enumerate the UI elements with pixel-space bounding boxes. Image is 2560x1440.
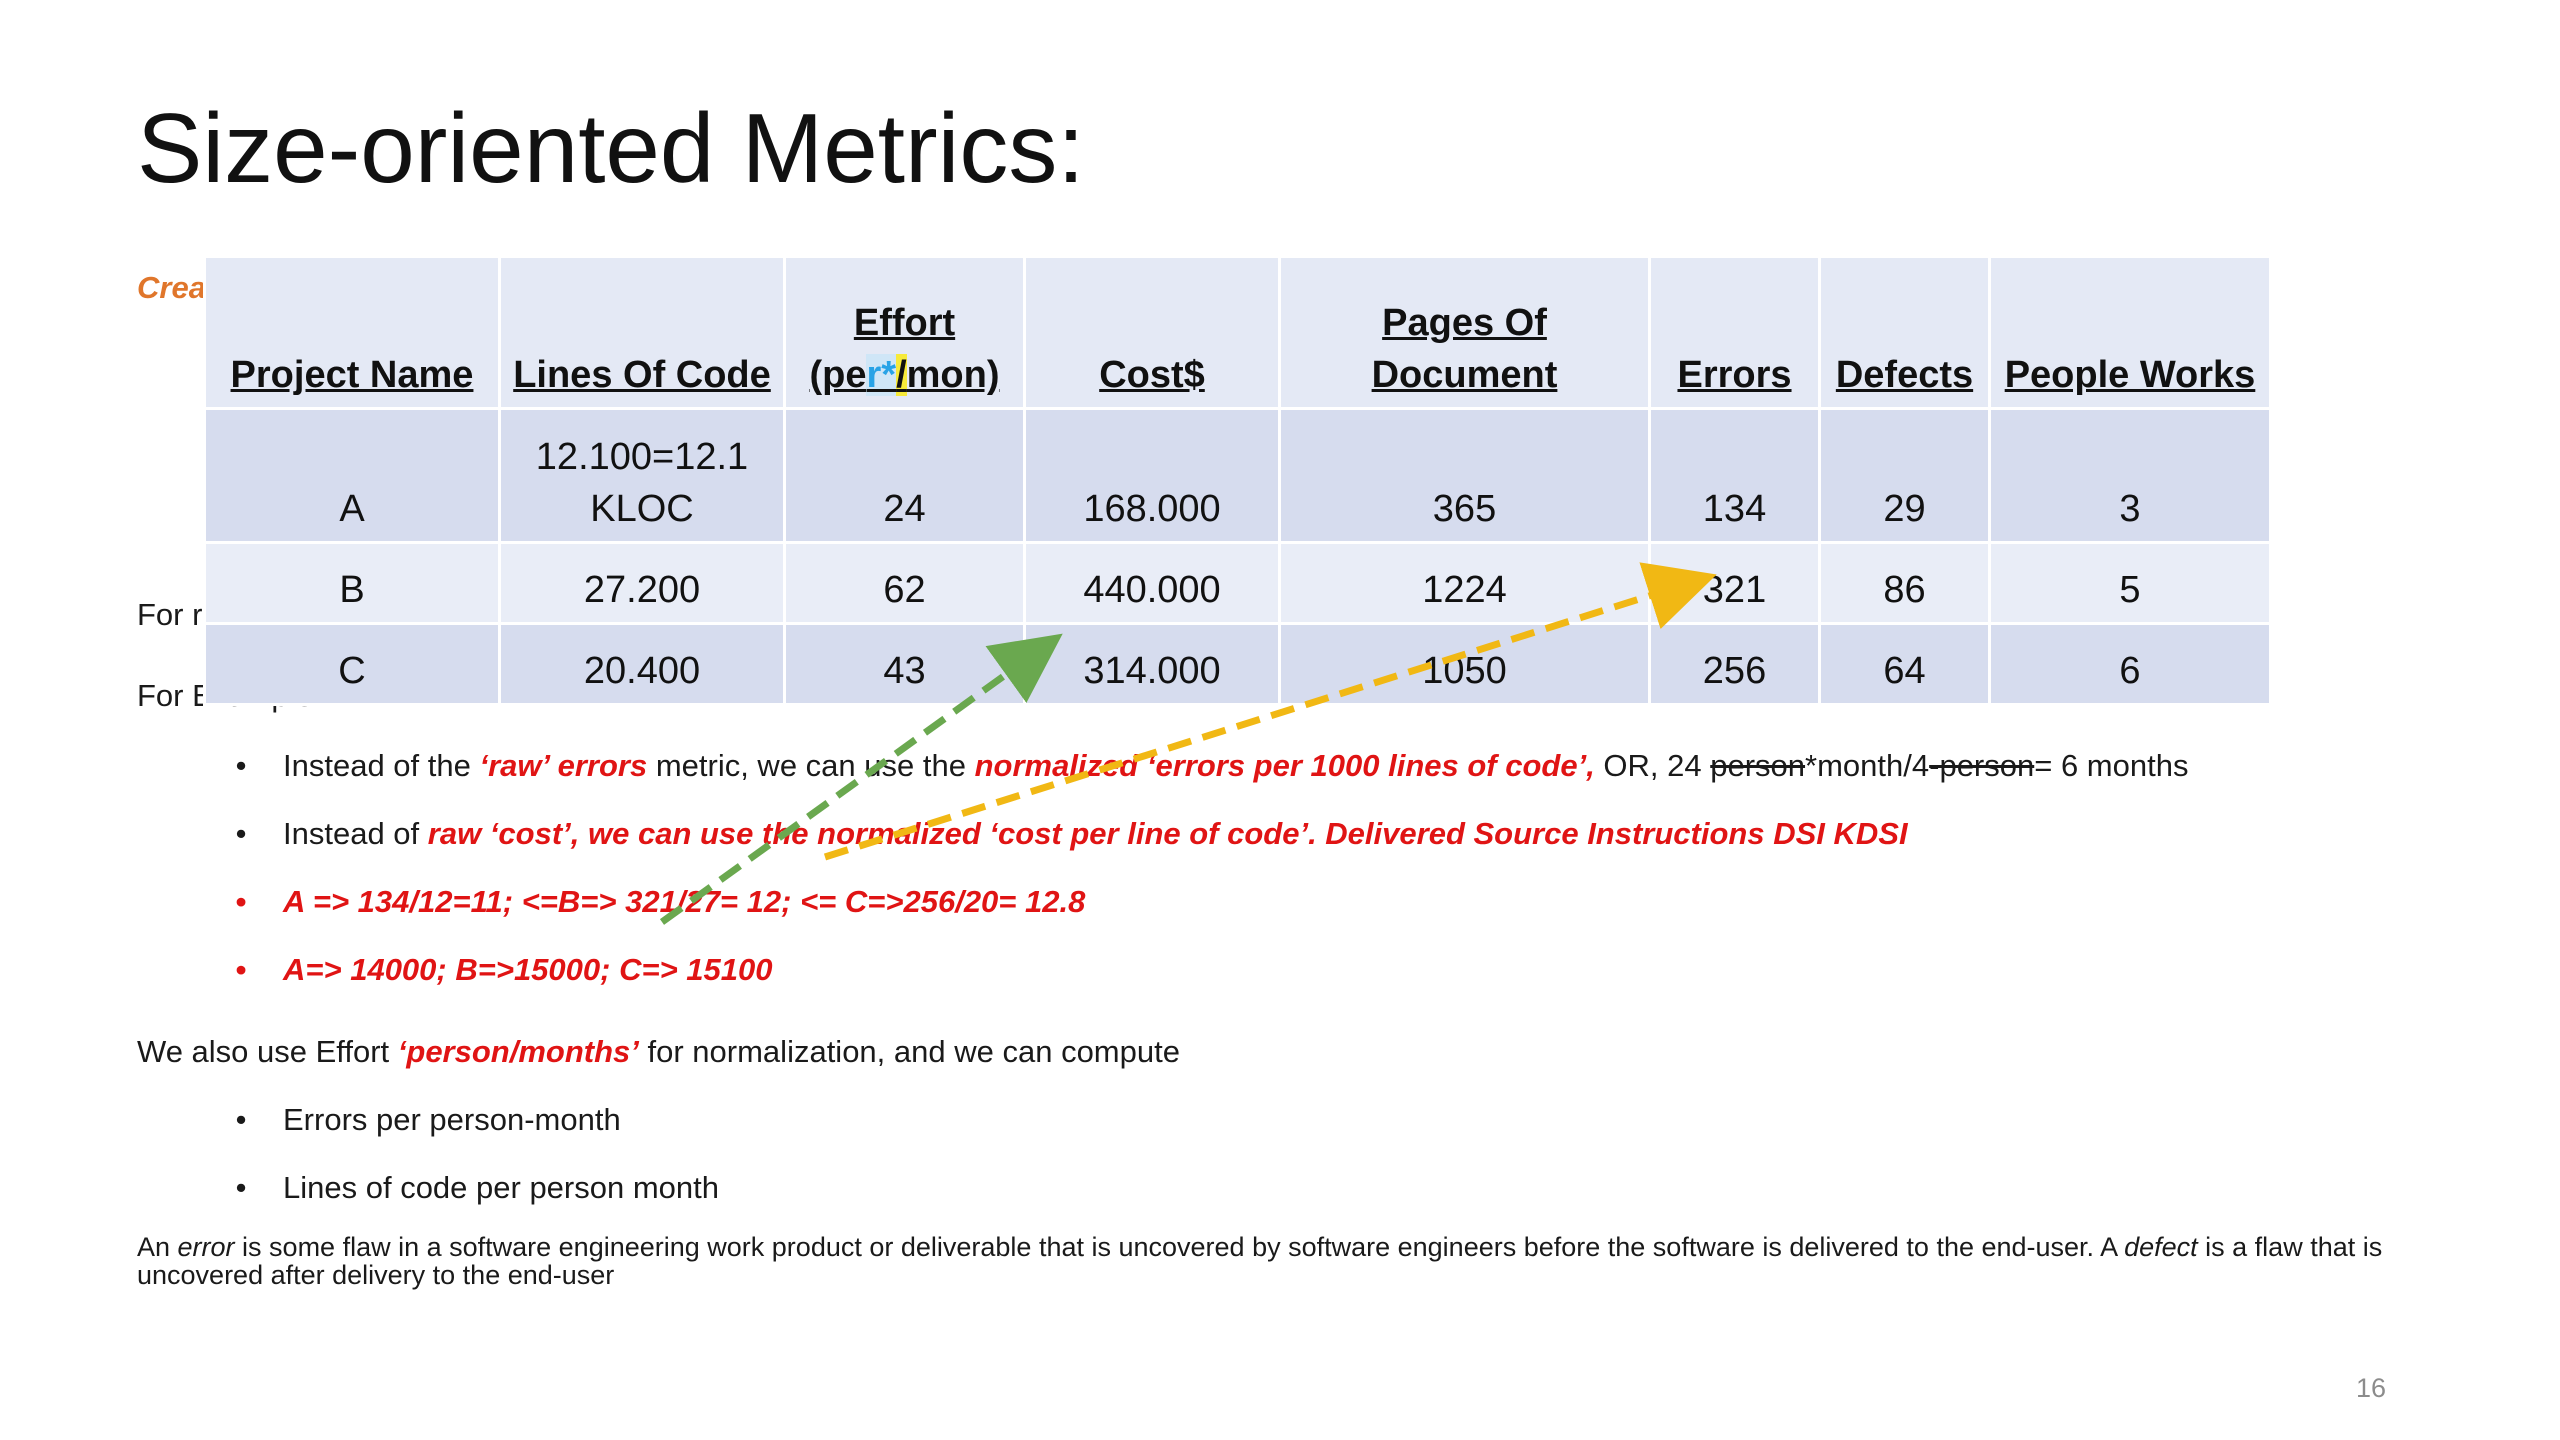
cell-pages: 1224 [1278,541,1651,625]
cell-errors: 134 [1648,407,1821,544]
slide-title: Size-oriented Metrics: [137,93,1085,203]
sub-bullet-loc-per-person-month: • Lines of code per person month [236,1170,719,1206]
bullet-strikethrough: -person [1929,748,2035,783]
bullet-text: Instead of the [283,748,480,783]
footnote-text: is some flaw in a software engineering w… [234,1232,2125,1262]
header-project-name: Project Name [203,255,501,410]
footnote-text: is a flaw that is uncovered after delive… [137,1232,2383,1290]
cell-cost: 440.000 [1023,541,1281,625]
bullet-text: A=> 14000; B=>15000; C=> 15100 [283,952,773,987]
bullet-dot: • [235,748,247,783]
metrics-table: Project Name Lines Of Code Effort (per*/… [203,255,2272,706]
bullet-dot: • [235,816,247,851]
cell-loc-line1: 12.100=12.1 [535,436,749,478]
bullet-dot: • [235,1170,247,1205]
header-effort-line1: Effort [853,302,956,344]
table-header-row: Project Name Lines Of Code Effort (per*/… [203,255,2272,410]
table-row: B 27.200 62 440.000 1224 321 86 5 [203,541,2272,625]
header-defects: Defects [1818,255,1991,410]
cell-effort: 62 [783,541,1026,625]
bullet-text: metric, we can use the [647,748,975,783]
cell-defects: 64 [1818,622,1991,706]
bullet-raw-cost: • Instead of raw ‘cost’, we can use the n… [236,816,1908,852]
bullet-text: = 6 months [2034,748,2189,783]
table-row: C 20.400 43 314.000 1050 256 64 6 [203,622,2272,706]
bullet-emphasis: normalized ‘errors per 1000 lines of cod… [974,748,1595,783]
cell-errors: 256 [1648,622,1821,706]
cell-effort: 43 [783,622,1026,706]
paragraph-emphasis: ‘person/months’ [397,1034,639,1069]
paragraph-text: We also use Effort [137,1034,398,1069]
cell-defects: 86 [1818,541,1991,625]
bullet-text: Instead of [283,816,428,851]
bullet-strikethrough: person [1710,748,1806,783]
partial-text-fragment: For r [137,597,203,632]
header-effort: Effort (per*/mon) [783,255,1026,410]
cell-loc: 27.200 [498,541,786,625]
bullet-emphasis: raw ‘cost’, we can use the normalized ‘c… [427,816,1908,851]
cell-people: 5 [1988,541,2272,625]
cell-people: 3 [1988,407,2272,544]
bullet-dot: • [235,884,247,919]
footnote-definitions: An error is some flaw in a software engi… [137,1233,2457,1289]
cell-pages: 365 [1278,407,1651,544]
header-effort-part-c: / [896,354,907,396]
bullet-text: Errors per person-month [283,1102,621,1137]
cell-loc: 12.100=12.1 KLOC [498,407,786,544]
cell-people: 6 [1988,622,2272,706]
cell-defects: 29 [1818,407,1991,544]
cell-loc: 20.400 [498,622,786,706]
bullet-text: *month/4 [1805,748,1930,783]
cell-project: A [203,407,501,544]
header-errors: Errors [1648,255,1821,410]
footnote-emphasis: defect [2124,1232,2198,1262]
bullet-emphasis: ‘raw’ errors [479,748,648,783]
cell-effort: 24 [783,407,1026,544]
header-pages-of-document: Pages Of Document [1278,255,1651,410]
effort-paragraph: We also use Effort ‘person/months’ for n… [137,1034,1180,1070]
cell-pages: 1050 [1278,622,1651,706]
subtitle-fragment: Crea [137,270,206,305]
footnote-text: An [137,1232,178,1262]
bullet-text: A => 134/12=11; <=B=> 321/27= 12; <= C=>… [283,884,1086,919]
bullet-dot: • [235,952,247,987]
bullet-cost-calc: • A=> 14000; B=>15000; C=> 15100 [236,952,773,988]
cell-errors: 321 [1648,541,1821,625]
sub-bullet-errors-per-person-month: • Errors per person-month [236,1102,621,1138]
bullet-text: OR, 24 [1594,748,1711,783]
header-lines-of-code: Lines Of Code [498,255,786,410]
cell-cost: 168.000 [1023,407,1281,544]
header-effort-part-d: mon) [906,354,1000,396]
header-effort-part-b: r* [866,354,897,396]
table-row: A 12.100=12.1 KLOC 24 168.000 365 134 29… [203,407,2272,544]
page-number: 16 [2356,1373,2387,1403]
header-effort-part-a: (pe [809,354,867,396]
header-people-works: People Works [1988,255,2272,410]
bullet-text: Lines of code per person month [283,1170,719,1205]
bullet-dot: • [235,1102,247,1137]
paragraph-text: for normalization, and we can compute [638,1034,1180,1069]
bullet-error-calc: • A => 134/12=11; <=B=> 321/27= 12; <= C=… [236,884,1086,920]
footnote-emphasis: error [177,1232,235,1262]
cell-project: B [203,541,501,625]
bullet-raw-errors: • Instead of the ‘raw’ errors metric, we … [236,748,2189,784]
cell-project: C [203,622,501,706]
cell-loc-line2: KLOC [590,488,694,530]
cell-cost: 314.000 [1023,622,1281,706]
header-cost: Cost$ [1023,255,1281,410]
